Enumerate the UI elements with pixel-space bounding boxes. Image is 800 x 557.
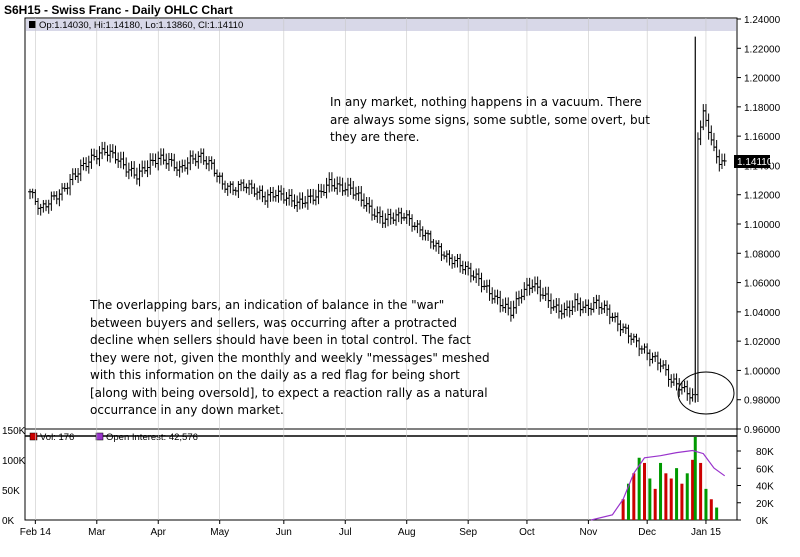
price-tick-label: 1.20000 <box>744 74 781 85</box>
price-tick-label: 1.22000 <box>744 44 781 55</box>
chart-title: S6H15 - Swiss Franc - Daily OHLC Chart <box>4 3 233 17</box>
vol-legend-label: Vol: 176 <box>40 432 74 443</box>
price-tick-label: 1.00000 <box>744 366 781 377</box>
volume-bar <box>704 488 708 520</box>
volume-bar <box>648 478 652 520</box>
volume-bar <box>715 507 719 520</box>
price-tick-label: 1.18000 <box>744 103 781 114</box>
x-tick-label: Nov <box>579 527 597 538</box>
volume-bar <box>626 483 630 520</box>
volume-bar <box>693 437 697 520</box>
volume-panel <box>24 428 738 521</box>
volume-bar <box>653 488 657 520</box>
volume-right-tick-label: 0K <box>756 516 769 527</box>
volume-right-tick-label: 80K <box>756 447 774 458</box>
price-tick-label: 1.16000 <box>744 132 781 143</box>
ohlc-summary: Op:1.14030, Hi:1.14180, Lo:1.13860, Cl:1… <box>39 20 243 31</box>
oi-legend-swatch <box>95 432 104 441</box>
volume-bar <box>637 457 641 520</box>
volume-bar <box>675 468 679 520</box>
volume-bar <box>621 499 625 520</box>
price-tick-label: 1.10000 <box>744 220 781 231</box>
price-tick-label: 1.08000 <box>744 249 781 260</box>
x-tick-label: Apr <box>150 527 166 538</box>
last-price-label: 1.14110 <box>737 157 773 168</box>
ohlc-summary-bar <box>26 19 736 31</box>
x-tick-label: Sep <box>459 527 477 538</box>
price-tick-label: 1.04000 <box>744 308 781 319</box>
x-tick-label: Oct <box>519 527 535 538</box>
volume-bar <box>632 473 636 520</box>
annotation-vacuum: In any market, nothing happens in a vacu… <box>330 95 650 144</box>
volume-bar <box>659 462 663 520</box>
x-tick-label: Feb 14 <box>20 527 52 538</box>
x-tick-label: Jul <box>339 527 352 538</box>
last-price-tag <box>734 155 770 168</box>
volume-bar <box>685 473 689 520</box>
x-tick-label: Dec <box>638 527 656 538</box>
volume-bar <box>643 462 647 520</box>
x-tick-label: Jan 15 <box>691 527 721 538</box>
volume-left-tick-label: 50K <box>2 486 20 497</box>
volume-bar <box>664 473 668 520</box>
price-tick-label: 0.98000 <box>744 396 781 407</box>
volume-right-tick-label: 40K <box>756 482 774 493</box>
highlight-circle <box>677 371 735 415</box>
price-tick-label: 1.24000 <box>744 15 781 26</box>
price-tick-label: 1.02000 <box>744 337 781 348</box>
x-tick-label: May <box>210 527 229 538</box>
volume-right-tick-label: 20K <box>756 499 774 510</box>
volume-bar <box>699 462 703 520</box>
volume-left-tick-label: 150K <box>2 426 26 437</box>
x-tick-label: Mar <box>88 527 106 538</box>
price-tick-label: 1.06000 <box>744 279 781 290</box>
open-interest-line <box>590 449 726 521</box>
volume-bar <box>709 499 713 520</box>
x-tick-label: Jun <box>276 527 292 538</box>
x-tick-label: Aug <box>398 527 416 538</box>
annotation-overlapping-bars: The overlapping bars, an indication of b… <box>90 298 490 417</box>
volume-left-tick-label: 0K <box>2 516 15 527</box>
volume-bar <box>691 459 695 520</box>
oi-legend-label: Open Interest: 42,576 <box>106 432 198 443</box>
volume-left-tick-label: 100K <box>2 456 26 467</box>
ohlc-summary-marker <box>29 21 36 28</box>
volume-bar <box>669 478 673 520</box>
vol-legend-swatch <box>29 432 38 441</box>
volume-bar <box>680 483 684 520</box>
volume-right-tick-label: 60K <box>756 464 774 475</box>
price-tick-label: 1.12000 <box>744 191 781 202</box>
price-tick-label: 0.96000 <box>744 425 781 436</box>
